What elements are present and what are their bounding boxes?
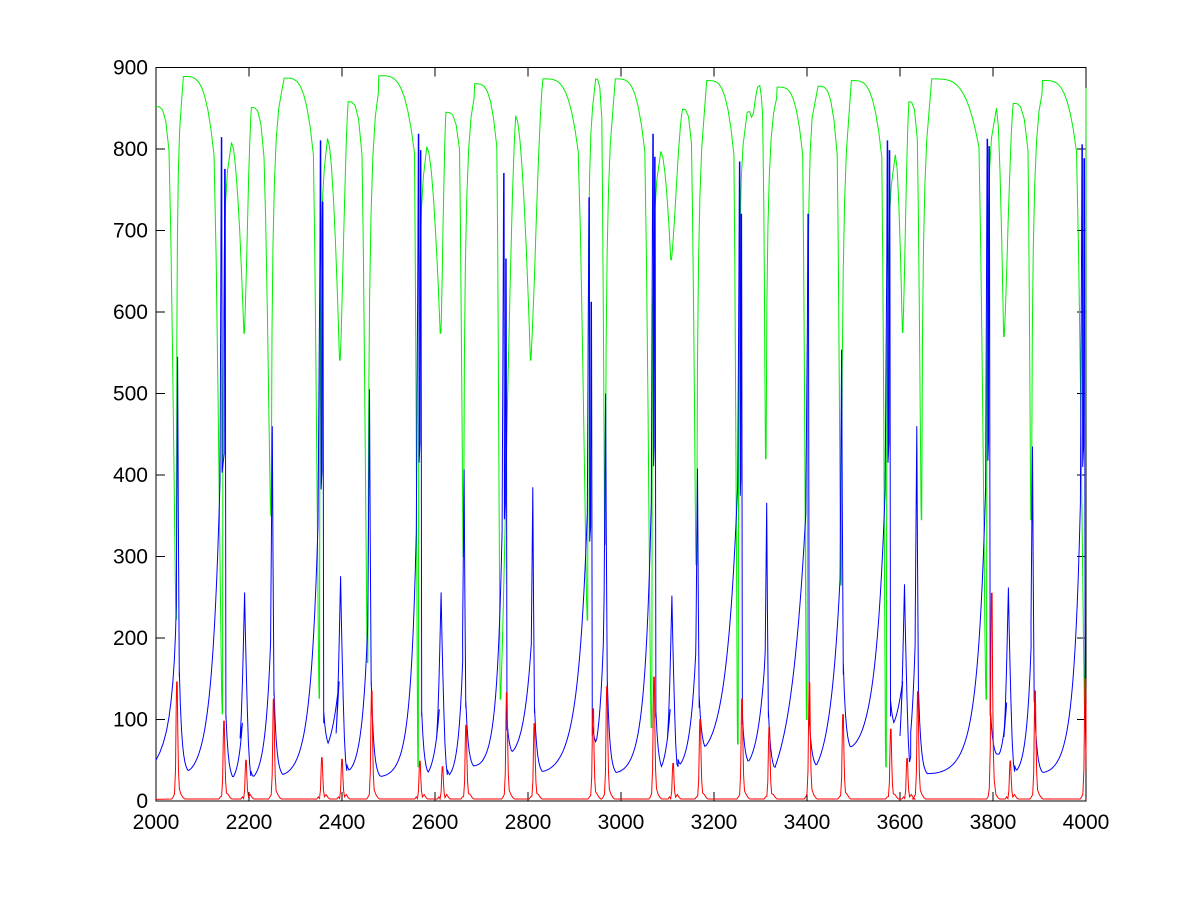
svg-text:2400: 2400 xyxy=(319,811,366,834)
svg-text:4000: 4000 xyxy=(1063,811,1110,834)
svg-text:3800: 3800 xyxy=(970,811,1017,834)
svg-text:100: 100 xyxy=(113,709,148,732)
svg-text:200: 200 xyxy=(113,627,148,650)
svg-text:400: 400 xyxy=(113,464,148,487)
svg-text:500: 500 xyxy=(113,383,148,406)
svg-text:2800: 2800 xyxy=(505,811,552,834)
svg-text:300: 300 xyxy=(113,546,148,569)
svg-text:0: 0 xyxy=(136,790,148,813)
svg-text:2200: 2200 xyxy=(226,811,273,834)
svg-text:3200: 3200 xyxy=(691,811,738,834)
svg-text:2600: 2600 xyxy=(412,811,459,834)
svg-text:600: 600 xyxy=(113,301,148,324)
svg-text:3000: 3000 xyxy=(598,811,645,834)
svg-text:900: 900 xyxy=(113,57,148,80)
svg-text:3600: 3600 xyxy=(877,811,924,834)
svg-text:3400: 3400 xyxy=(784,811,831,834)
svg-text:2000: 2000 xyxy=(133,811,180,834)
svg-text:800: 800 xyxy=(113,138,148,161)
svg-text:700: 700 xyxy=(113,220,148,243)
